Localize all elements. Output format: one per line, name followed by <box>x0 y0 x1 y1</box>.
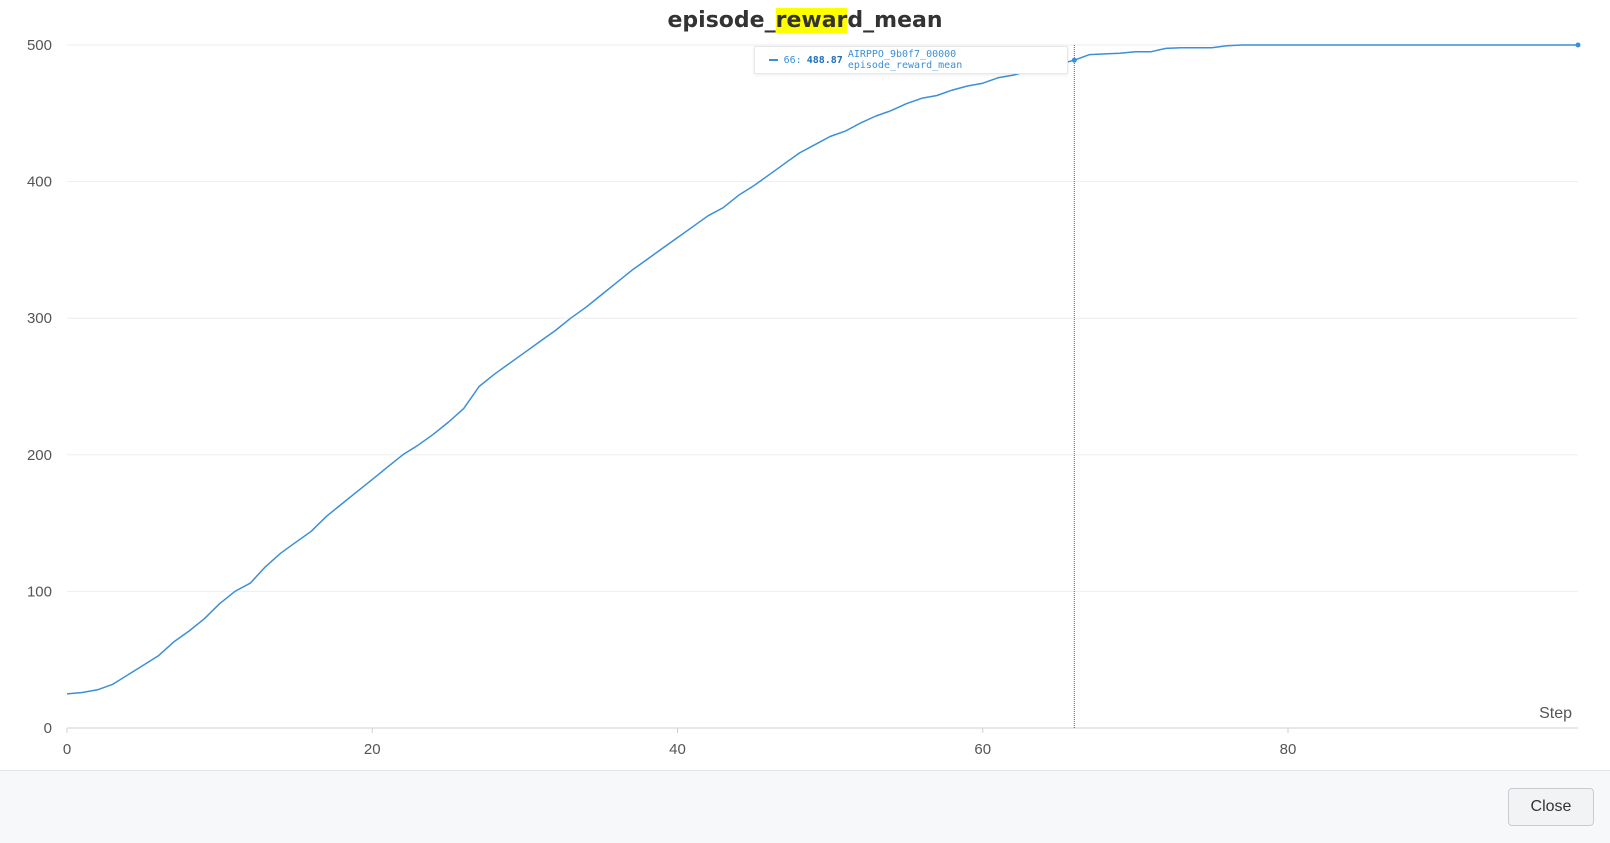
y-tick-label: 300 <box>27 310 52 327</box>
tooltip-value: 488.87 <box>806 54 843 66</box>
y-tick-label: 0 <box>44 720 52 737</box>
x-tick-label: 80 <box>1280 741 1297 758</box>
tooltip-step: 66 <box>783 54 796 66</box>
x-tick-label: 20 <box>364 741 381 758</box>
title-suffix: d_mean <box>847 8 943 33</box>
chart-title: episode_reward_mean <box>0 8 1610 33</box>
close-button[interactable]: Close <box>1508 788 1594 826</box>
modal-footer: Close <box>0 770 1610 843</box>
line-chart[interactable]: 0 100 200 300 400 500 0 20 40 60 80 Step <box>0 0 1610 770</box>
series-line <box>66 44 1578 695</box>
y-tick-label: 200 <box>27 447 52 464</box>
y-tick-label: 400 <box>27 174 52 191</box>
hover-tooltip: 66: 488.87 AIRPPO_9b0f7_00000 episode_re… <box>754 46 1068 74</box>
x-tick-label: 40 <box>669 741 686 758</box>
x-tick-label: 60 <box>974 741 991 758</box>
series-swatch <box>769 59 778 61</box>
tooltip-colon: : <box>795 54 802 66</box>
x-tick-label: 0 <box>63 741 71 758</box>
y-tick-label: 100 <box>27 583 52 600</box>
tooltip-series-label: AIRPPO_9b0f7_00000 episode_reward_mean <box>847 49 963 71</box>
y-tick-label: 500 <box>27 37 52 54</box>
hover-point <box>1071 57 1077 63</box>
series-end-point <box>1575 42 1581 48</box>
x-axis-label: Step <box>1539 705 1572 722</box>
title-prefix: episode_ <box>667 8 776 33</box>
title-search-highlight: rewar <box>775 8 848 33</box>
